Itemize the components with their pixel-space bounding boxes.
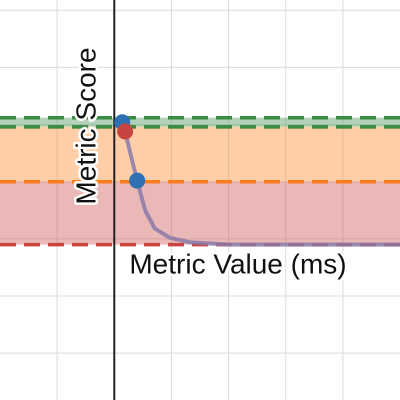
band bbox=[0, 181, 400, 245]
y-axis-label: Metric Score bbox=[70, 47, 101, 204]
x-axis-label: Metric Value (ms) bbox=[129, 248, 346, 279]
curve bbox=[120, 121, 400, 247]
band bbox=[0, 126, 400, 182]
point bbox=[129, 172, 146, 189]
bands bbox=[0, 115, 400, 247]
data bbox=[114, 114, 400, 247]
point bbox=[117, 123, 134, 140]
band bbox=[0, 117, 400, 127]
